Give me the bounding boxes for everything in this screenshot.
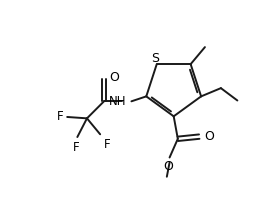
Text: F: F — [73, 141, 79, 154]
Text: S: S — [151, 52, 159, 65]
Text: NH: NH — [109, 95, 126, 108]
Text: O: O — [109, 71, 119, 84]
Text: F: F — [104, 138, 110, 151]
Text: O: O — [163, 160, 173, 173]
Text: F: F — [57, 110, 64, 123]
Text: O: O — [204, 130, 214, 142]
